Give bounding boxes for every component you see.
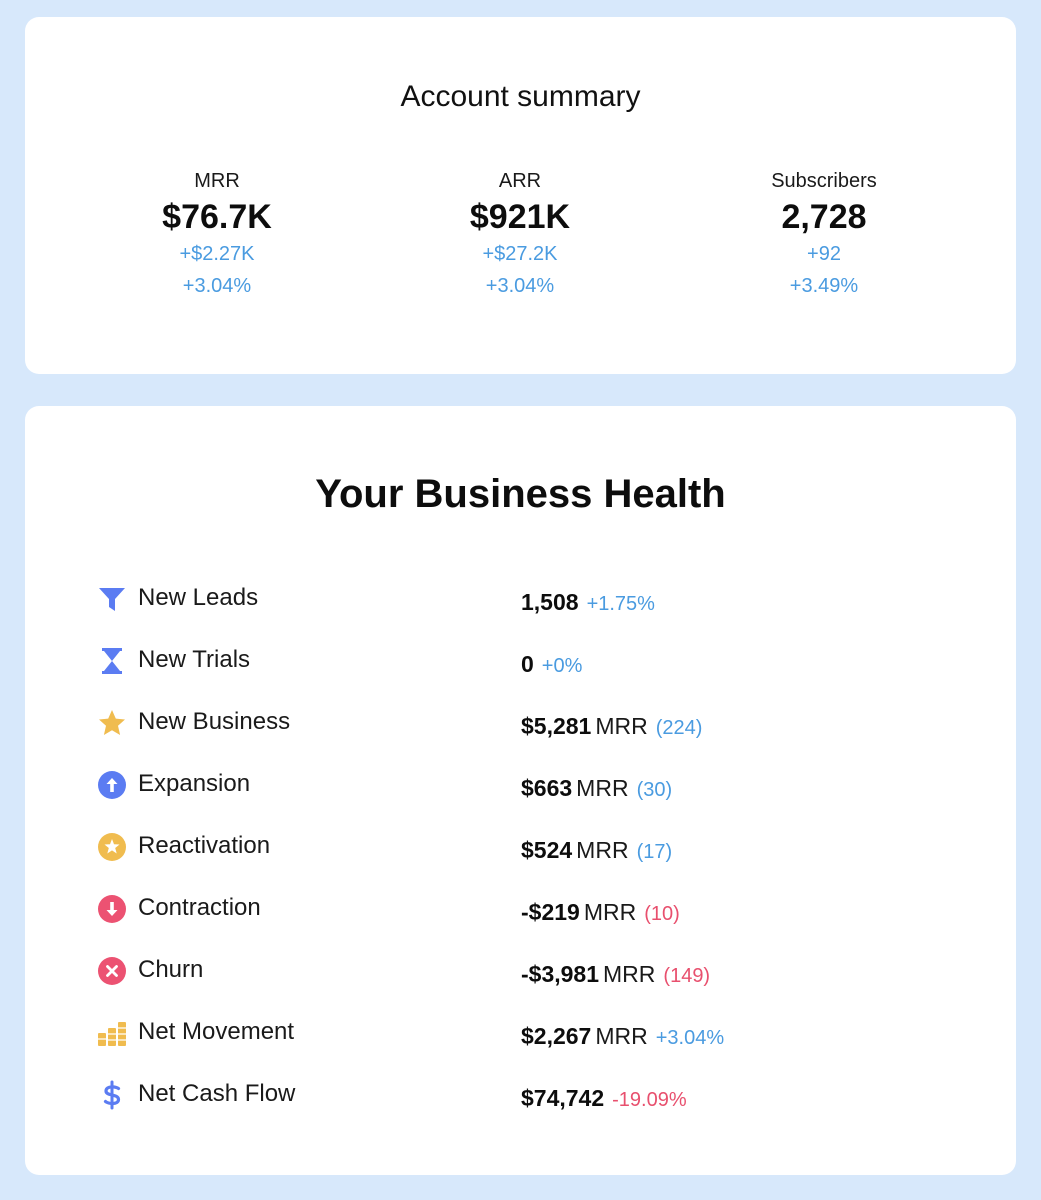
health-row-net-cash-flow: Net Cash Flow $74,742 -19.09% [97, 1075, 977, 1115]
row-label: Contraction [138, 894, 261, 921]
row-amount: -$219 [521, 899, 580, 925]
row-value: $663 MRR (30) [521, 773, 672, 807]
metric-value: 2,728 [781, 198, 867, 236]
dollar-sign-icon [103, 1080, 121, 1110]
health-row-expansion: Expansion $663 MRR (30) [97, 765, 977, 805]
row-label: Expansion [138, 770, 251, 797]
row-change: (149) [663, 965, 711, 987]
health-row-net-movement: Net Movement $2,267 MRR +3.04% [97, 1013, 977, 1053]
row-label: Churn [138, 956, 204, 983]
metric-value: $76.7K [162, 198, 272, 236]
row-label: New Trials [138, 646, 251, 673]
row-label: Reactivation [138, 832, 271, 859]
row-change: -19.09% [612, 1089, 687, 1111]
funnel-icon [99, 588, 125, 611]
arrow-up-circle-icon [98, 771, 126, 799]
row-label: New Business [138, 708, 291, 735]
business-health-card: Your Business Health New Leads 1,508 +1.7… [25, 406, 1016, 1175]
row-amount: 1,508 [521, 589, 579, 615]
account-summary-card: Account summary MRR $76.7K +$2.27K +3.04… [25, 17, 1016, 374]
row-value: -$219 MRR (10) [521, 897, 680, 931]
row-unit: MRR [576, 775, 629, 801]
health-row-new-leads: New Leads 1,508 +1.75% [97, 579, 977, 619]
metric-delta-absolute: +92 [807, 243, 841, 265]
metric-mrr: MRR $76.7K +$2.27K +3.04% [87, 167, 347, 302]
metric-delta-percent: +3.04% [182, 275, 252, 297]
row-change: (10) [644, 903, 680, 925]
metric-delta-absolute: +$27.2K [482, 243, 558, 265]
metric-arr: ARR $921K +$27.2K +3.04% [390, 167, 650, 302]
health-row-contraction: Contraction -$219 MRR (10) [97, 889, 977, 929]
coins-stack-icon [98, 1022, 126, 1046]
row-amount: 0 [521, 651, 534, 677]
metric-label: ARR [498, 170, 542, 192]
row-change: (224) [655, 717, 703, 739]
row-label: Net Movement [138, 1018, 295, 1045]
row-value: $5,281 MRR (224) [521, 711, 702, 745]
metric-value: $921K [469, 198, 571, 236]
star-circle-icon [98, 833, 126, 861]
x-circle-icon [98, 957, 126, 985]
row-unit: MRR [583, 899, 637, 925]
account-summary-title: Account summary [400, 80, 641, 113]
row-amount: $2,267 [521, 1023, 592, 1049]
row-unit: MRR [595, 713, 648, 739]
metric-delta-absolute: +$2.27K [179, 243, 255, 265]
row-value: 0 +0% [521, 649, 582, 683]
row-value: -$3,981 MRR (149) [521, 959, 710, 993]
row-change: +0% [541, 655, 583, 677]
metric-subscribers: Subscribers 2,728 +92 +3.49% [694, 167, 954, 302]
metric-label: Subscribers [771, 170, 877, 192]
row-label: New Leads [138, 584, 259, 611]
metric-delta-percent: +3.04% [485, 275, 555, 297]
row-amount: $74,742 [521, 1085, 605, 1111]
metric-delta-percent: +3.49% [789, 275, 859, 297]
business-health-title: Your Business Health [315, 472, 726, 516]
row-change: (17) [636, 841, 673, 863]
health-row-churn: Churn -$3,981 MRR (149) [97, 951, 977, 991]
row-change: +1.75% [586, 593, 655, 615]
row-value: 1,508 +1.75% [521, 587, 655, 621]
row-amount: $5,281 [521, 713, 592, 739]
row-amount: -$3,981 [521, 961, 600, 987]
row-value: $2,267 MRR +3.04% [521, 1021, 724, 1055]
health-row-new-trials: New Trials 0 +0% [97, 641, 977, 681]
health-row-new-business: New Business $5,281 MRR (224) [97, 703, 977, 743]
row-unit: MRR [576, 837, 629, 863]
row-value: $524 MRR (17) [521, 835, 672, 869]
row-unit: MRR [603, 961, 656, 987]
row-value: $74,742 -19.09% [521, 1083, 687, 1117]
metric-label: MRR [194, 170, 240, 192]
arrow-down-circle-icon [98, 895, 126, 923]
star-icon [99, 710, 125, 735]
health-row-reactivation: Reactivation $524 MRR (17) [97, 827, 977, 867]
row-change: +3.04% [655, 1027, 725, 1049]
hourglass-icon [102, 648, 122, 674]
row-unit: MRR [595, 1023, 648, 1049]
row-label: Net Cash Flow [138, 1080, 296, 1107]
row-amount: $663 [521, 775, 573, 801]
row-amount: $524 [521, 837, 573, 863]
row-change: (30) [636, 779, 673, 801]
